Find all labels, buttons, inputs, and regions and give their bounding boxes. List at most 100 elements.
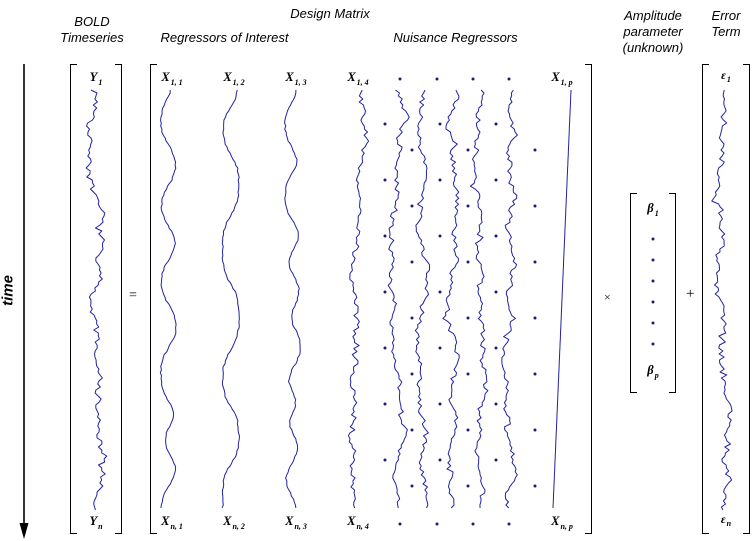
matrix-header-ellipsis-dot [398,77,402,81]
matrix-ellipsis-dot [383,402,387,406]
matrix-ellipsis-dot [438,234,442,238]
matrix-footer-ellipsis-dot [398,522,402,526]
bracket-right-arm [585,64,592,534]
beta-ellipsis-dot [651,237,655,241]
matrix-ellipsis-dot [466,316,470,320]
matrix-ellipsis-dot [466,148,470,152]
matrix-ellipsis-dot [383,234,387,238]
beta-ellipsis-dot [651,300,655,304]
matrix-ellipsis-dot [410,204,414,208]
matrix-col-10-top-label: X1, p [551,70,573,87]
bracket-left-arm [70,64,77,534]
matrix-ellipsis-dot [466,484,470,488]
matrix-ellipsis-dot [383,346,387,350]
matrix-col-1-bottom-label: Xn, 1 [161,514,183,531]
error-vector-bracket: ε1 εn [702,64,750,534]
matrix-col-10-trace [552,89,572,509]
matrix-ellipsis-dot [533,260,537,264]
matrix-col-2-trace [221,89,240,509]
bracket-left-arm [630,193,637,393]
matrix-ellipsis-dot [410,316,414,320]
epsilon-1-label: ε1 [721,70,731,85]
matrix-footer-ellipsis-dot [471,522,475,526]
matrix-ellipsis-dot [494,458,498,462]
bracket-right-arm [115,64,122,534]
matrix-header-ellipsis-dot [507,77,511,81]
beta-ellipsis-dot [651,342,655,346]
matrix-ellipsis-dot [466,428,470,432]
matrix-ellipsis-dot [533,372,537,376]
error-title-line2: Term [711,24,741,39]
matrix-ellipsis-dot [438,290,442,294]
matrix-col-3-bottom-label: Xn, 3 [285,514,307,531]
matrix-ellipsis-dot [533,428,537,432]
matrix-ellipsis-dot [383,122,387,126]
matrix-ellipsis-dot [410,428,414,432]
error-term-trace [711,89,733,511]
matrix-ellipsis-dot [533,316,537,320]
matrix-col-9-trace [501,89,518,509]
matrix-ellipsis-dot [383,178,387,182]
matrix-ellipsis-dot [494,290,498,294]
bracket-left-arm [702,64,709,534]
matrix-ellipsis-dot [533,204,537,208]
matrix-ellipsis-dot [438,346,442,350]
amplitude-title-line3: (unknown) [622,40,684,55]
design-matrix-bracket: X1, 1 Xn, 1 X1, 2 Xn, 2 X1, 3 Xn, 3 X1, 4 Xn, 4… [150,64,592,534]
y-n-label: Yn [89,514,103,531]
matrix-ellipsis-dot [438,122,442,126]
matrix-ellipsis-dot [533,484,537,488]
matrix-col-2-bottom-label: Xn, 2 [223,514,245,531]
matrix-ellipsis-dot [494,178,498,182]
equals-sign: = [129,288,137,303]
epsilon-n-label: εn [720,514,732,529]
bold-title-line1: BOLD [74,14,110,29]
matrix-footer-ellipsis-dot [507,522,511,526]
plus-sign: + [686,286,695,302]
matrix-ellipsis-dot [383,290,387,294]
matrix-col-4-bottom-label: Xn, 4 [347,514,369,531]
matrix-col-10-bottom-label: Xn, p [551,514,573,531]
amplitude-title-line2: parameter [623,24,683,39]
matrix-ellipsis-dot [466,260,470,264]
matrix-ellipsis-dot [410,260,414,264]
matrix-ellipsis-dot [438,402,442,406]
y-1-label: Y1 [89,70,103,87]
amplitude-parameter-title: Amplitude parameter (unknown) [610,8,696,56]
matrix-col-1-trace [159,89,177,509]
matrix-header-ellipsis-dot [435,77,439,81]
time-arrow-icon [19,64,29,539]
nuisance-regressors-label: Nuisance Regressors [393,30,518,45]
matrix-col-3-trace [284,89,301,509]
time-axis-label: time [0,275,17,306]
bracket-right-arm [743,64,750,534]
matrix-ellipsis-dot [466,204,470,208]
bold-timeseries-title: BOLD Timeseries [50,14,134,46]
bracket-right-arm [669,193,676,393]
matrix-col-7-trace [442,89,460,509]
bold-title-line2: Timeseries [60,30,124,45]
matrix-ellipsis-dot [438,458,442,462]
matrix-ellipsis-dot [466,372,470,376]
matrix-col-4-trace [347,89,370,509]
bold-vector-bracket: Y1 Yn [70,64,122,534]
matrix-footer-ellipsis-dot [435,522,439,526]
error-title-line1: Error [711,8,741,23]
beta-ellipsis-dot [651,279,655,283]
beta-vector-bracket: β1 βp [630,193,676,393]
multiply-sign: × [604,290,611,304]
beta-1-label: β1 [647,201,659,218]
matrix-ellipsis-dot [494,402,498,406]
matrix-ellipsis-dot [438,178,442,182]
matrix-ellipsis-dot [494,122,498,126]
matrix-col-3-top-label: X1, 3 [285,70,307,87]
design-matrix-title: Design Matrix [290,6,370,21]
matrix-col-1-top-label: X1, 1 [161,70,183,87]
matrix-col-5-trace [387,89,410,509]
bracket-left-arm [150,64,157,534]
matrix-col-4-top-label: X1, 4 [347,70,369,87]
matrix-col-2-top-label: X1, 2 [223,70,245,87]
amplitude-title-line1: Amplitude [624,8,682,23]
error-term-title: Error Term [698,8,753,40]
